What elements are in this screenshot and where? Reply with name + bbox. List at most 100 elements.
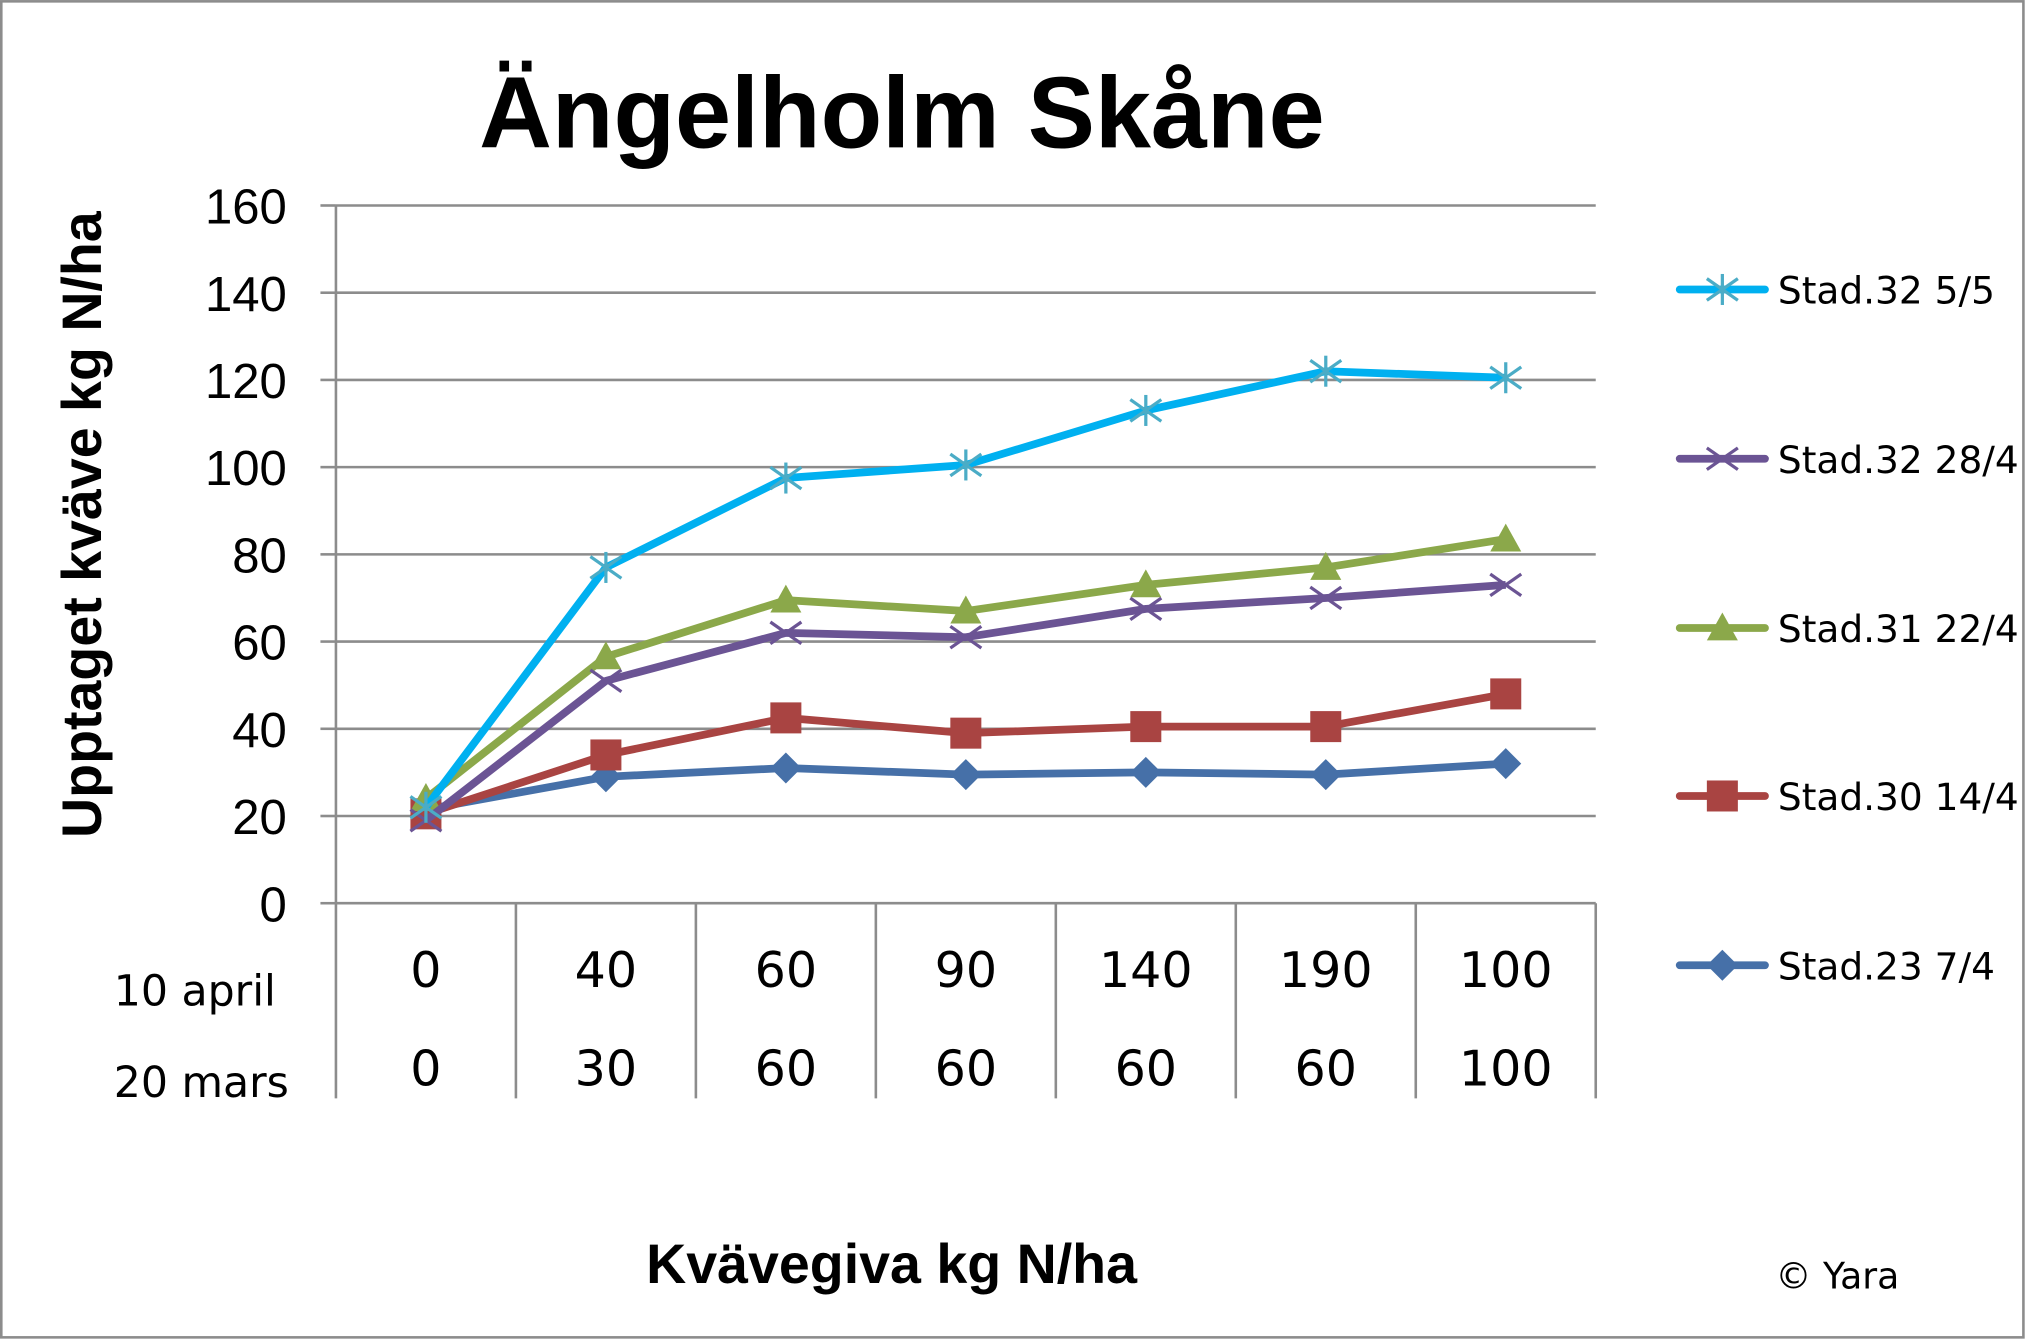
triangle-marker	[1490, 523, 1522, 552]
y-tick-label: 80	[232, 529, 287, 583]
diamond-marker	[1310, 759, 1342, 791]
legend-label: Stad.32 5/5	[1778, 269, 1995, 313]
x-tick-label: 60	[1115, 1039, 1177, 1097]
y-tick-label: 120	[205, 355, 287, 409]
square-marker	[590, 739, 622, 771]
triangle-marker	[1310, 551, 1342, 580]
y-axis-label: Upptaget kväve kg N/ha	[51, 210, 113, 838]
copyright: © Yara	[1775, 1254, 1899, 1297]
y-tick-label: 20	[232, 791, 287, 845]
x-tick-label: 60	[1295, 1039, 1357, 1097]
data-point	[950, 759, 982, 791]
x-tick-label: 0	[410, 1039, 441, 1097]
legend-item: Stad.30 14/4	[1675, 775, 2019, 819]
data-point	[949, 625, 983, 650]
data-point	[1310, 759, 1342, 791]
data-point	[1489, 362, 1523, 394]
x-marker-stroke	[769, 620, 803, 646]
legend-label: Stad.32 28/4	[1778, 438, 2019, 482]
legend-item: Stad.31 22/4	[1675, 607, 2019, 651]
diamond-marker	[1490, 748, 1522, 780]
x-tick-label: 60	[935, 1039, 997, 1097]
legend-marker	[1705, 273, 1739, 305]
x-marker-stroke	[1129, 596, 1163, 622]
legend-marker	[1706, 949, 1738, 981]
legend-marker	[1706, 612, 1738, 641]
legend-marker	[1706, 780, 1738, 812]
diamond-marker	[950, 759, 982, 791]
x-tick-label: 100	[1459, 1039, 1553, 1097]
x-tick-label: 140	[1099, 941, 1193, 999]
x-marker-stroke	[1489, 572, 1523, 598]
data-point	[770, 702, 802, 734]
y-tick-label: 40	[232, 704, 287, 758]
data-point	[769, 620, 803, 646]
data-point	[1309, 585, 1343, 611]
x-tick-label: 60	[755, 1039, 817, 1097]
data-point	[1309, 355, 1343, 387]
square-marker	[1310, 711, 1342, 743]
legend-marker	[1705, 446, 1739, 471]
data-point	[1130, 569, 1162, 598]
triangle-marker	[1130, 569, 1162, 598]
data-point	[1490, 678, 1522, 710]
triangle-marker	[950, 595, 982, 624]
triangle-marker	[590, 641, 622, 670]
data-point	[949, 449, 983, 481]
diamond-marker	[770, 752, 802, 784]
data-point	[770, 584, 802, 613]
square-marker	[1706, 780, 1738, 812]
triangle-marker	[770, 584, 802, 613]
y-tick-label: 140	[205, 268, 287, 322]
data-point	[590, 641, 622, 670]
x-tick-label: 90	[935, 941, 997, 999]
x-marker-stroke	[949, 625, 983, 650]
x-marker-stroke	[1309, 585, 1343, 611]
x-tick-label: 40	[575, 941, 637, 999]
diamond-marker	[1130, 756, 1162, 788]
square-marker	[770, 702, 802, 734]
x-tick-label: 60	[755, 941, 817, 999]
series-stad-32-5-5	[409, 355, 1523, 823]
square-marker	[950, 717, 982, 749]
legend-label: Stad.30 14/4	[1778, 775, 2019, 819]
data-point	[770, 752, 802, 784]
data-point	[950, 595, 982, 624]
legend-item: Stad.32 28/4	[1675, 438, 2019, 482]
data-point	[590, 739, 622, 771]
data-point	[1129, 394, 1163, 426]
legend-item: Stad.32 5/5	[1675, 269, 1995, 313]
data-point	[950, 717, 982, 749]
x-axis-label: Kvävegiva kg N/ha	[646, 1233, 1138, 1295]
data-point	[1489, 572, 1523, 598]
triangle-marker	[1706, 612, 1738, 641]
data-point	[409, 791, 443, 823]
data-point	[1130, 756, 1162, 788]
y-tick-label: 160	[205, 181, 287, 235]
chart-title: Ängelholm Skåne	[479, 57, 1325, 169]
square-marker	[1130, 711, 1162, 743]
data-point	[1129, 596, 1163, 622]
diamond-marker	[1706, 949, 1738, 981]
data-point	[769, 462, 803, 494]
x-marker-stroke	[589, 668, 623, 693]
x-marker-stroke	[1705, 446, 1739, 471]
legend-label: Stad.23 7/4	[1778, 944, 1995, 988]
x-tick-label: 0	[410, 941, 441, 999]
x-tick-label: 30	[575, 1039, 637, 1097]
data-point	[589, 668, 623, 693]
legend-item: Stad.23 7/4	[1675, 944, 1995, 988]
y-tick-label: 0	[260, 878, 287, 932]
data-point	[589, 551, 623, 583]
data-point	[1490, 523, 1522, 552]
x-tick-label: 100	[1459, 941, 1553, 999]
square-marker	[1490, 678, 1522, 710]
series-stad-31-22-4	[410, 523, 1522, 811]
data-point	[1310, 711, 1342, 743]
y-tick-label: 100	[205, 442, 287, 496]
category-row-label: 10 april	[114, 966, 276, 1016]
legend-label: Stad.31 22/4	[1778, 607, 2019, 651]
data-point	[1310, 551, 1342, 580]
